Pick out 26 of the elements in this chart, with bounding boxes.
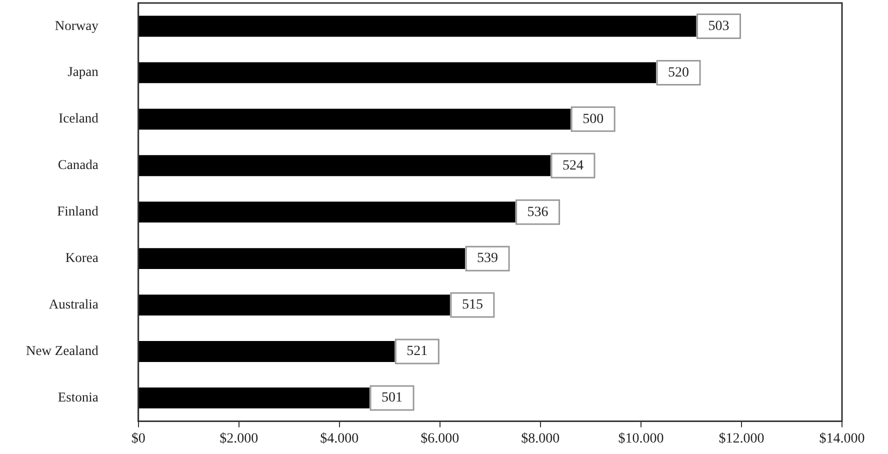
annotation: 500: [582, 112, 604, 127]
x-tick-label: $10.000: [618, 431, 664, 446]
y-tick-label: Estonia: [58, 390, 98, 405]
y-tick-label: Australia: [48, 296, 98, 312]
x-tick-label: $6.000: [420, 431, 460, 446]
y-tick-label: Japan: [68, 64, 99, 80]
y-tick-label: Korea: [65, 250, 98, 266]
annotation: 503: [708, 18, 730, 34]
x-tick-label: $4.000: [320, 431, 359, 446]
y-tick-label: New Zealand: [26, 343, 99, 358]
annotation: 536: [527, 204, 548, 220]
x-tick-label: $12.000: [718, 431, 764, 446]
x-tick-label: $8.000: [521, 431, 560, 446]
annotation: 501: [382, 390, 403, 406]
annotation: 524: [562, 158, 584, 174]
annotation: 515: [462, 298, 483, 313]
y-tick-label: Finland: [57, 204, 99, 219]
y-tick-label: Iceland: [58, 110, 99, 126]
y-tick-label: Norway: [54, 18, 99, 33]
x-tick-label: $2.000: [220, 431, 258, 446]
annotation: 521: [406, 344, 428, 360]
x-tick-label: $14.000: [819, 431, 865, 446]
y-tick-label: Canada: [58, 157, 98, 172]
annotation: 539: [477, 251, 498, 266]
annotation: 520: [668, 65, 690, 80]
x-tick-label: $0: [131, 431, 146, 446]
